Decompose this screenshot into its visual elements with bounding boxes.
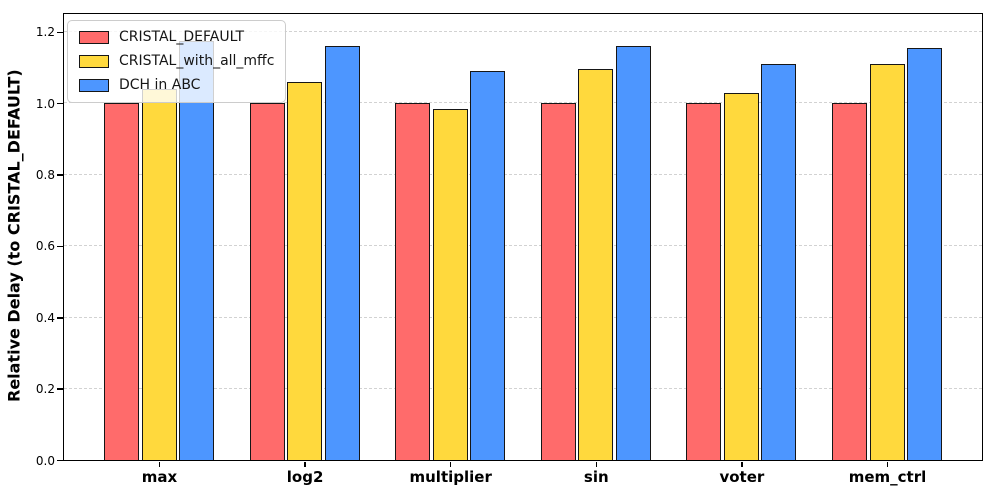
gridline [64, 102, 982, 104]
legend-label: CRISTAL_DEFAULT [119, 29, 245, 45]
y-tick-mark [57, 459, 63, 462]
x-tick-mark [595, 462, 598, 467]
y-tick-label: 0.4 [35, 310, 55, 325]
y-tick-label: 0.0 [35, 453, 55, 468]
y-tick-mark [57, 31, 63, 34]
bar-CRISTAL_DEFAULT-voter [686, 103, 722, 460]
legend-swatch-icon [79, 55, 109, 68]
legend-label: CRISTAL_with_all_mffc [119, 53, 275, 69]
legend-item-DCH in ABC: DCH in ABC [79, 77, 274, 94]
bar-CRISTAL_with_all_mffc-log2 [287, 81, 323, 460]
bar-CRISTAL_DEFAULT-max [104, 103, 139, 460]
x-tick-label-voter: voter [719, 468, 765, 486]
bar-CRISTAL_DEFAULT-multiplier [395, 103, 431, 460]
bar-CRISTAL_with_all_mffc-multiplier [432, 108, 468, 460]
x-tick-label-max: max [141, 468, 178, 486]
y-tick-mark [57, 245, 63, 248]
x-tick-mark [158, 462, 161, 467]
legend-item-CRISTAL_DEFAULT: CRISTAL_DEFAULT [79, 29, 274, 46]
x-tick-label-sin: sin [583, 468, 609, 486]
bar-CRISTAL_with_all_mffc-voter [723, 92, 759, 460]
y-tick-label: 1.2 [35, 25, 55, 40]
y-tick-mark [57, 102, 63, 105]
gridline [64, 173, 982, 175]
bar-CRISTAL_DEFAULT-mem_ctrl [832, 103, 867, 460]
bar-DCH in ABC-max [179, 40, 214, 460]
legend-item-CRISTAL_with_all_mffc: CRISTAL_with_all_mffc [79, 53, 274, 70]
x-tick-mark [304, 462, 306, 467]
x-tick-mark [741, 462, 743, 467]
bar-CRISTAL_DEFAULT-log2 [249, 103, 285, 460]
gridline [64, 387, 982, 389]
legend-swatch-icon [79, 79, 109, 92]
bar-CRISTAL_with_all_mffc-max [141, 88, 177, 460]
y-tick-label: 0.6 [35, 239, 55, 254]
legend: CRISTAL_DEFAULT CRISTAL_with_all_mffc DCH … [67, 20, 287, 103]
bar-CRISTAL_DEFAULT-sin [540, 103, 576, 460]
bar-DCH in ABC-voter [761, 63, 797, 460]
legend-label: DCH in ABC [119, 77, 201, 93]
bar-DCH in ABC-sin [615, 46, 651, 460]
bar-CRISTAL_with_all_mffc-mem_ctrl [869, 63, 905, 460]
legend-swatch-icon [79, 31, 109, 44]
gridline [64, 31, 982, 33]
y-tick-label: 0.8 [35, 168, 55, 183]
y-tick-label: 0.2 [35, 382, 55, 397]
x-tick-mark [449, 462, 452, 467]
plot-area [63, 13, 983, 461]
gridline [64, 245, 982, 247]
x-tick-label-multiplier: multiplier [409, 468, 492, 486]
x-tick-label-log2: log2 [286, 468, 324, 486]
bar-DCH in ABC-log2 [324, 46, 360, 460]
gridline [64, 316, 982, 318]
bar-DCH in ABC-mem_ctrl [907, 47, 942, 460]
y-tick-mark [57, 317, 63, 319]
x-tick-mark [886, 462, 889, 467]
y-tick-mark [57, 174, 63, 176]
bar-CRISTAL_with_all_mffc-sin [578, 69, 614, 460]
y-tick-label: 1.0 [35, 96, 55, 111]
x-tick-label-mem_ctrl: mem_ctrl [848, 468, 927, 486]
y-tick-mark [57, 388, 63, 390]
bar-DCH in ABC-multiplier [470, 71, 506, 460]
